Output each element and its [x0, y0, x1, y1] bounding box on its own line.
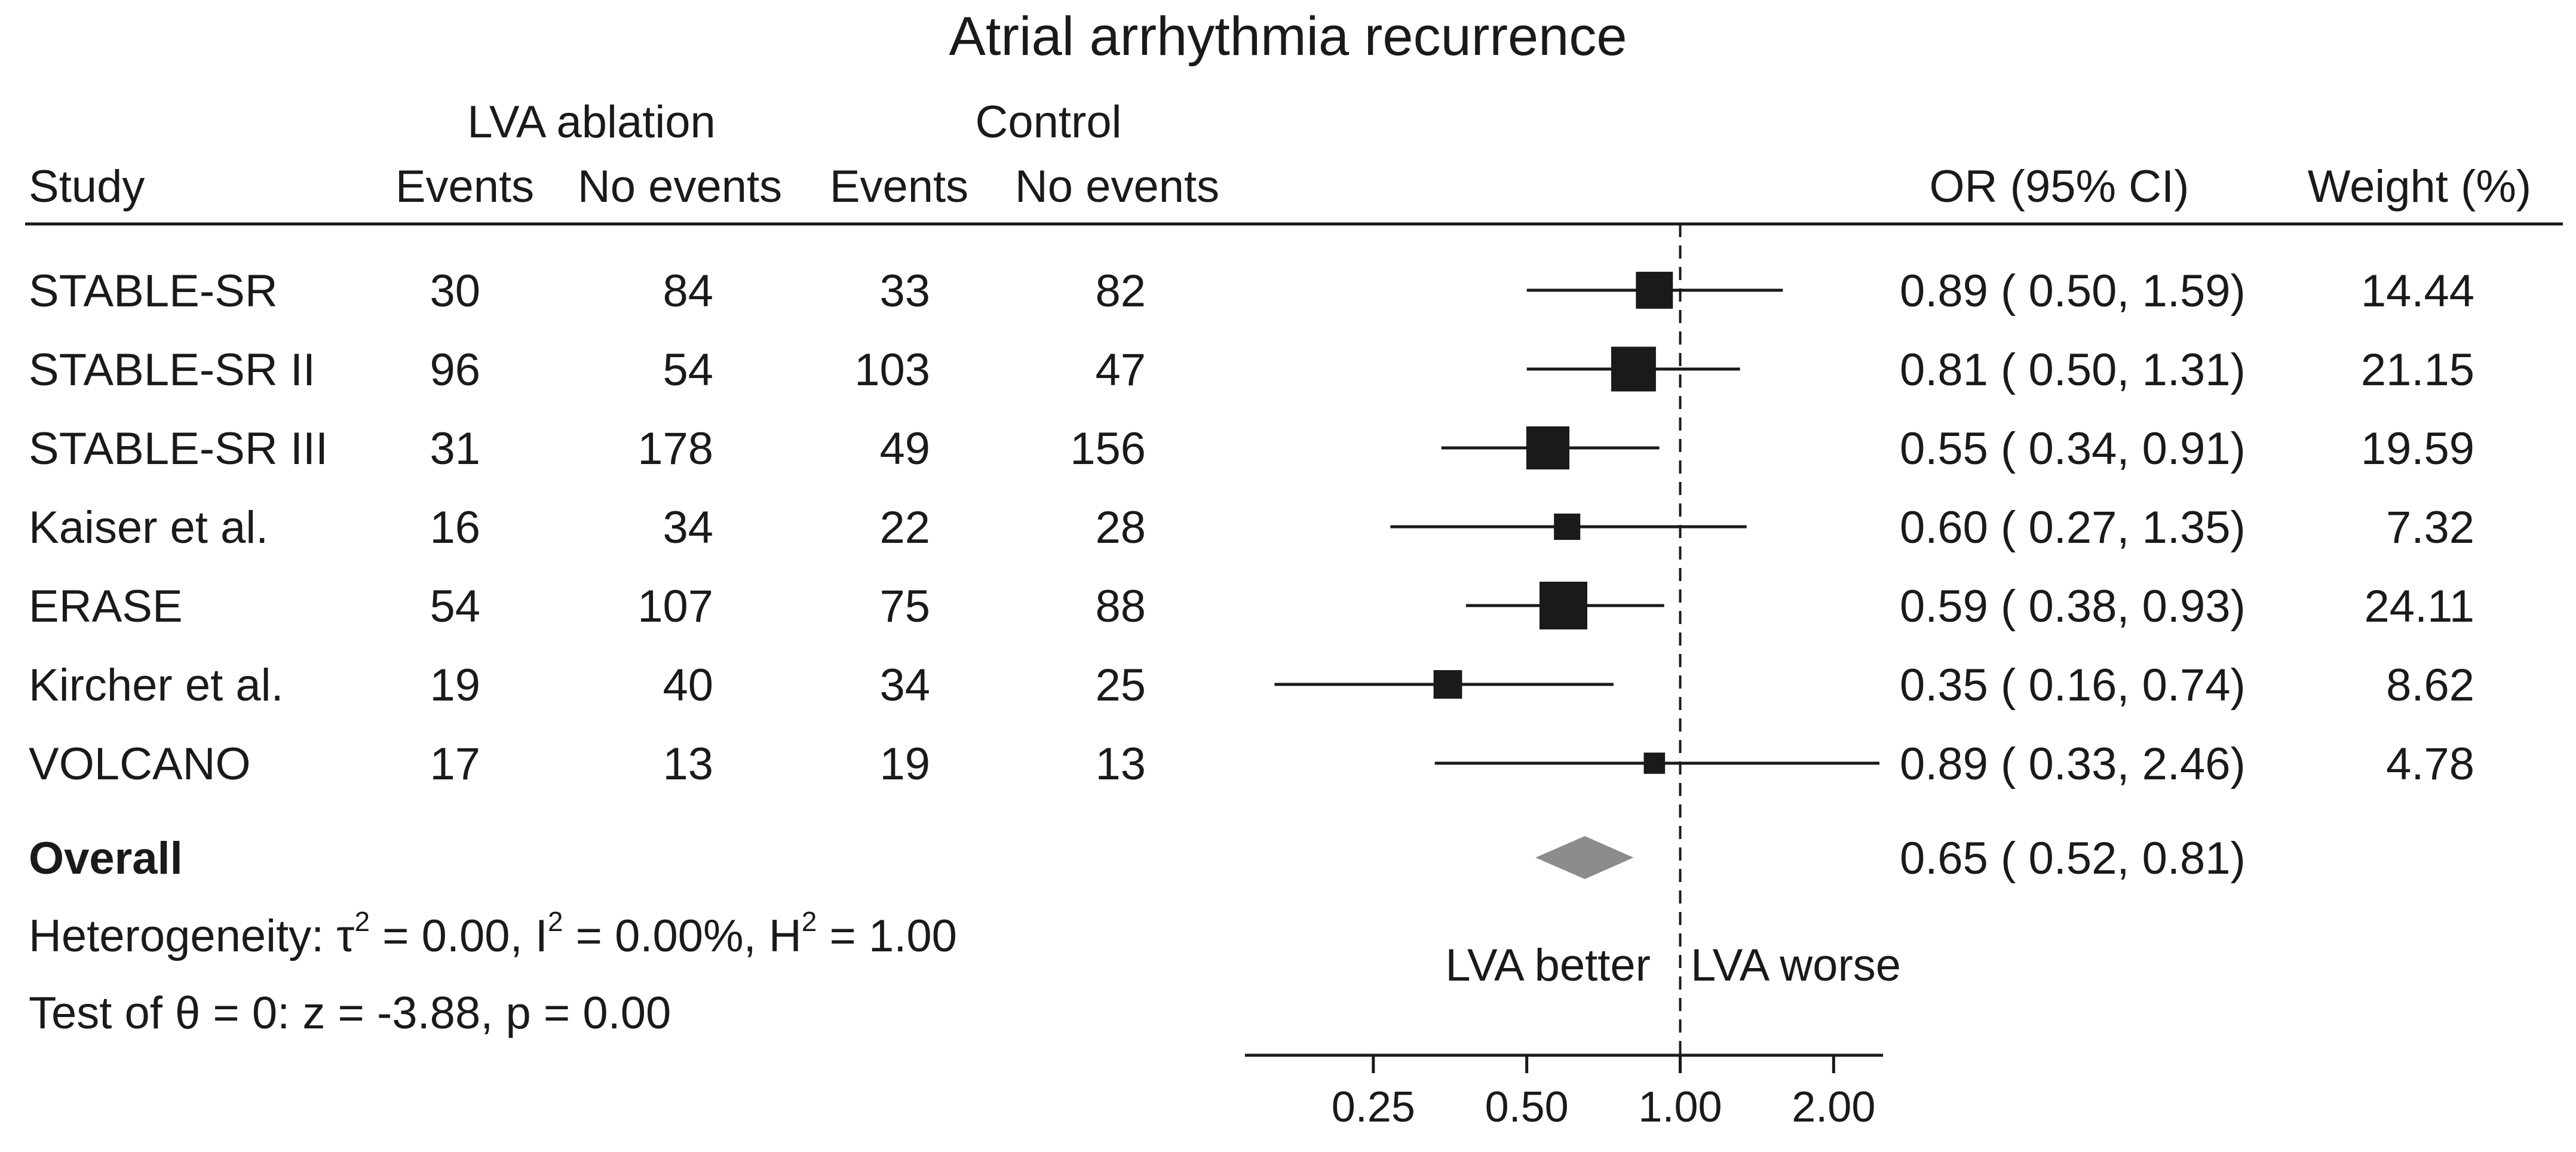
point-estimate-box — [1539, 582, 1587, 629]
group2-no-events: 82 — [1095, 266, 1146, 317]
study-name: STABLE-SR — [29, 266, 278, 317]
weight-value: 21.15 — [2361, 345, 2474, 395]
group2-events: 34 — [879, 660, 930, 711]
point-estimate-box — [1611, 346, 1656, 392]
table-row: STABLE-SR 30 84 33 82 0.89 ( 0.50, 1.59) 14.44 — [29, 266, 2474, 317]
weight-value: 4.78 — [2386, 739, 2474, 789]
group1-no-events: 178 — [637, 423, 713, 474]
ci-text: 0.55 ( 0.34, 0.91) — [1900, 423, 2246, 474]
x-tick-label: 0.25 — [1332, 1083, 1415, 1131]
overall-diamond — [1535, 836, 1634, 879]
group1-no-events: 84 — [663, 266, 713, 317]
weight-header: Weight (%) — [2308, 161, 2531, 212]
weight-value: 14.44 — [2361, 266, 2474, 317]
group2-no-events: 13 — [1095, 739, 1146, 789]
x-tick-label: 1.00 — [1638, 1083, 1722, 1131]
ci-text: 0.60 ( 0.27, 1.35) — [1900, 502, 2246, 553]
ci-text: 0.59 ( 0.38, 0.93) — [1900, 581, 2246, 632]
weight-value: 24.11 — [2364, 581, 2474, 632]
study-name: VOLCANO — [29, 739, 251, 789]
study-name: Kircher et al. — [29, 660, 284, 711]
ci-text: 0.89 ( 0.50, 1.59) — [1900, 266, 2246, 317]
study-rows: STABLE-SR 30 84 33 82 0.89 ( 0.50, 1.59) 14.44… — [29, 266, 2474, 789]
weight-value: 8.62 — [2386, 660, 2474, 711]
group2-no-events: 88 — [1095, 581, 1146, 632]
group2-no-events: 156 — [1070, 423, 1146, 474]
group1-events: 54 — [430, 581, 480, 632]
plot-marks — [1274, 224, 1880, 1055]
group2-events: 75 — [879, 581, 930, 632]
group1-header: LVA ablation — [467, 97, 716, 148]
ci-text: 0.81 ( 0.50, 1.31) — [1900, 345, 2246, 395]
group1-events: 96 — [430, 345, 480, 395]
weight-value: 7.32 — [2386, 502, 2474, 553]
group1-events: 30 — [430, 266, 480, 317]
group2-no-events: 47 — [1095, 345, 1146, 395]
effect-header: OR (95% CI) — [1930, 161, 2189, 212]
x-axis: 0.25 0.50 1.00 2.00 — [1245, 1053, 1883, 1131]
test-statistic-text: Test of θ = 0: z = -3.88, p = 0.00 — [29, 988, 671, 1039]
heterogeneity-text: Heterogeneity: τ2 = 0.00, I2 = 0.00%, H2… — [29, 906, 957, 961]
group2-no-events: 28 — [1095, 502, 1146, 553]
group2-events: 49 — [879, 423, 930, 474]
group1-no-events: 34 — [663, 502, 713, 553]
study-name: STABLE-SR III — [29, 423, 328, 474]
overall-label: Overall — [29, 833, 183, 884]
group2-events: 33 — [879, 266, 930, 317]
table-row: VOLCANO 17 13 19 13 0.89 ( 0.33, 2.46) 4.78 — [29, 739, 2474, 789]
group2-events: 103 — [854, 345, 930, 395]
table-row: Kircher et al. 19 40 34 25 0.35 ( 0.16, 0.74)… — [29, 660, 2474, 711]
group1-events: 16 — [430, 502, 480, 553]
group2-no-events: 25 — [1095, 660, 1146, 711]
group1-no-events: 54 — [663, 345, 713, 395]
point-estimate-box — [1554, 513, 1581, 540]
overall-ci-text: 0.65 ( 0.52, 0.81) — [1900, 833, 2246, 884]
group1-events: 17 — [430, 739, 480, 789]
ci-text: 0.35 ( 0.16, 0.74) — [1900, 660, 2246, 711]
study-header: Study — [29, 161, 145, 212]
group2-no-events-header: No events — [1015, 161, 1219, 212]
study-name: STABLE-SR II — [29, 345, 315, 395]
group1-no-events: 107 — [637, 581, 713, 632]
weight-value: 19.59 — [2361, 423, 2474, 474]
group2-events: 22 — [879, 502, 930, 553]
study-name: ERASE — [29, 581, 183, 632]
favours-right-label: LVA worse — [1691, 940, 1901, 991]
table-row: ERASE 54 107 75 88 0.59 ( 0.38, 0.93) 24.11 — [29, 581, 2474, 632]
favours-left-label: LVA better — [1445, 940, 1651, 991]
table-row: Kaiser et al. 16 34 22 28 0.60 ( 0.27, 1.35) 7… — [29, 502, 2474, 553]
x-tick-label: 0.50 — [1485, 1083, 1569, 1131]
group2-header: Control — [976, 97, 1122, 148]
group2-events-header: Events — [830, 161, 968, 212]
point-estimate-box — [1643, 752, 1666, 774]
group1-no-events-header: No events — [578, 161, 782, 212]
x-tick-label: 2.00 — [1792, 1083, 1875, 1131]
ci-text: 0.89 ( 0.33, 2.46) — [1900, 739, 2246, 789]
chart-title: Atrial arrhythmia recurrence — [949, 6, 1627, 67]
point-estimate-box — [1636, 272, 1673, 309]
group1-events-header: Events — [395, 161, 534, 212]
point-estimate-box — [1526, 426, 1570, 470]
point-estimate-box — [1433, 670, 1462, 699]
group1-no-events: 13 — [663, 739, 713, 789]
table-row: STABLE-SR III 31 178 49 156 0.55 ( 0.34, 0.91… — [29, 423, 2474, 474]
group2-events: 19 — [879, 739, 930, 789]
group1-no-events: 40 — [663, 660, 713, 711]
study-name: Kaiser et al. — [29, 502, 268, 553]
table-row: STABLE-SR II 96 54 103 47 0.81 ( 0.50, 1.31) 2… — [29, 345, 2474, 395]
group1-events: 31 — [430, 423, 480, 474]
group1-events: 19 — [430, 660, 480, 711]
